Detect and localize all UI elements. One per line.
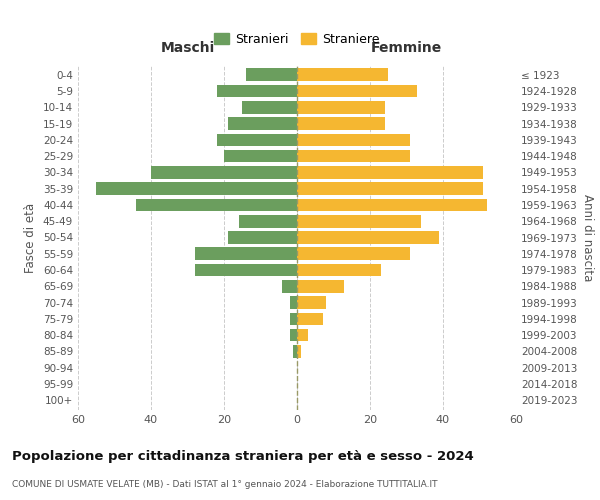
Bar: [293, 345, 297, 358]
Bar: [297, 84, 418, 98]
Bar: [136, 198, 297, 211]
Bar: [283, 280, 297, 292]
Bar: [297, 296, 326, 309]
Bar: [297, 117, 385, 130]
Bar: [297, 280, 344, 292]
Bar: [217, 134, 297, 146]
Bar: [297, 248, 410, 260]
Bar: [224, 150, 297, 162]
Bar: [297, 101, 385, 114]
Bar: [290, 296, 297, 309]
Bar: [195, 264, 297, 276]
Bar: [227, 231, 297, 244]
Bar: [297, 166, 483, 179]
Bar: [290, 329, 297, 342]
Bar: [242, 101, 297, 114]
Bar: [297, 68, 388, 81]
Bar: [297, 215, 421, 228]
Legend: Stranieri, Straniere: Stranieri, Straniere: [208, 26, 386, 52]
Bar: [96, 182, 297, 195]
Bar: [246, 68, 297, 81]
Bar: [195, 248, 297, 260]
Bar: [290, 312, 297, 325]
Bar: [297, 198, 487, 211]
Bar: [227, 117, 297, 130]
Text: COMUNE DI USMATE VELATE (MB) - Dati ISTAT al 1° gennaio 2024 - Elaborazione TUTT: COMUNE DI USMATE VELATE (MB) - Dati ISTA…: [12, 480, 437, 489]
Bar: [297, 150, 410, 162]
Bar: [297, 134, 410, 146]
Bar: [239, 215, 297, 228]
Y-axis label: Fasce di età: Fasce di età: [25, 202, 37, 272]
Bar: [297, 345, 301, 358]
Bar: [297, 329, 308, 342]
Bar: [297, 182, 483, 195]
Bar: [297, 264, 381, 276]
Bar: [297, 231, 439, 244]
Text: Popolazione per cittadinanza straniera per età e sesso - 2024: Popolazione per cittadinanza straniera p…: [12, 450, 474, 463]
Text: Maschi: Maschi: [160, 41, 215, 55]
Y-axis label: Anni di nascita: Anni di nascita: [581, 194, 594, 281]
Text: Femmine: Femmine: [371, 41, 442, 55]
Bar: [217, 84, 297, 98]
Bar: [151, 166, 297, 179]
Bar: [297, 312, 323, 325]
